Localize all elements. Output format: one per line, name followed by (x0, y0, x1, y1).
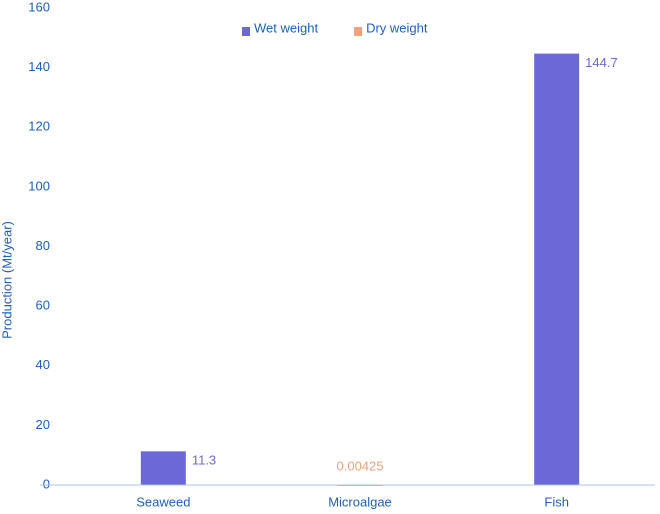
y-tick-label: 140 (28, 59, 50, 74)
bar (140, 451, 186, 485)
data-label: 0.00425 (337, 458, 384, 473)
legend-label: Dry weight (366, 20, 428, 35)
data-label: 144.7 (585, 55, 618, 70)
legend-swatch (354, 27, 363, 36)
x-tick-label: Microalgae (328, 494, 392, 509)
y-tick-label: 120 (28, 119, 50, 134)
y-tick-label: 40 (36, 357, 50, 372)
data-label: 11.3 (192, 453, 216, 468)
y-tick-label: 60 (36, 298, 50, 313)
legend-label: Wet weight (254, 20, 318, 35)
y-tick-label: 160 (28, 0, 50, 14)
y-tick-label: 20 (36, 417, 50, 432)
y-axis-title: Production (Mt/year) (0, 221, 14, 339)
x-tick-label: Fish (544, 494, 569, 509)
y-tick-label: 100 (28, 178, 50, 193)
bar (534, 53, 580, 485)
y-tick-label: 80 (36, 238, 50, 253)
legend-swatch (242, 27, 250, 36)
x-tick-label: Seaweed (136, 494, 190, 509)
y-tick-label: 0 (43, 476, 50, 491)
